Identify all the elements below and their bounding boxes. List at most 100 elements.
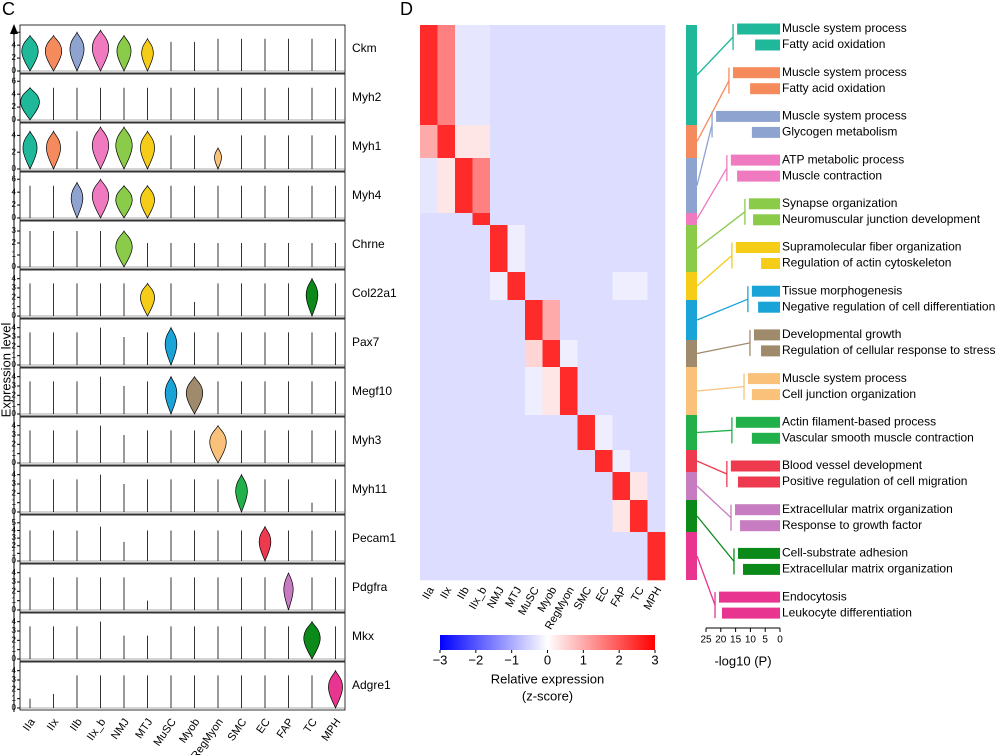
y-tick-label: 3: [12, 675, 17, 684]
gene-label: Myh4: [352, 188, 382, 202]
y-tick-label: 0: [12, 556, 17, 565]
y-tick-label: 4: [12, 274, 17, 283]
term-label: Glycogen metabolism: [782, 125, 897, 139]
heatmap-cell: [595, 125, 613, 159]
y-tick-label: 3: [12, 226, 17, 235]
heatmap-cell: [647, 225, 666, 273]
heatmap-cell: [420, 532, 438, 581]
y-tick-label: 4: [12, 666, 17, 675]
bar: [735, 416, 780, 428]
heatmap-cell: [612, 472, 631, 501]
violin: [115, 184, 133, 219]
heatmap-cell: [542, 213, 561, 226]
heatmap-cell: [542, 300, 561, 341]
bar: [737, 476, 780, 488]
y-tick-label: 2: [12, 53, 17, 62]
heatmap-cell: [525, 450, 543, 473]
heatmap-cell: [612, 532, 631, 581]
y-tick-label: 6: [12, 76, 17, 85]
heatmap-cell: [507, 500, 526, 533]
y-tick-label: 4: [12, 187, 17, 196]
heatmap-cell: [542, 415, 561, 451]
y-tick-label: 5: [12, 518, 17, 527]
heatmap-cell: [472, 472, 491, 501]
row-frame: [19, 269, 346, 319]
y-tick-label: 3: [12, 479, 17, 488]
violin: [115, 126, 133, 170]
y-tick-label: 2: [12, 147, 17, 156]
heatmap-cell: [577, 300, 596, 341]
heatmap-cell: [612, 415, 631, 451]
violin: [140, 282, 155, 317]
y-tick-label: 1: [12, 548, 17, 557]
axis-arrowhead: [10, 24, 18, 34]
gene-label: Myh3: [352, 433, 382, 447]
violin: [258, 525, 272, 563]
heatmap-cell: [420, 340, 438, 368]
y-tick-label: 2: [12, 200, 17, 209]
connector: [696, 124, 713, 186]
y-tick-label: 1: [12, 694, 17, 703]
connector: [696, 460, 728, 475]
colorbar-tick-label: 0: [544, 652, 551, 667]
y-tick-label: 3: [12, 577, 17, 586]
heatmap-cell: [525, 340, 543, 368]
term-label: Response to growth factor: [782, 518, 922, 532]
bar: [735, 242, 780, 253]
heatmap-cell: [595, 415, 613, 451]
bar: [748, 198, 780, 210]
violin: [44, 34, 63, 72]
term-label: Fatty acid oxidation: [782, 37, 885, 51]
heatmap-cell: [437, 472, 456, 501]
y-tick-label: 0: [12, 654, 17, 663]
connector: [696, 211, 746, 250]
bar: [755, 39, 780, 51]
heatmap-cell: [647, 367, 666, 416]
row-frame: [19, 122, 346, 172]
y-tick-label: 4: [12, 323, 17, 332]
violin: [116, 34, 132, 72]
y-tick-label: 2: [12, 102, 17, 111]
y-tick-label: 1: [12, 596, 17, 605]
heatmap-cell: [525, 272, 543, 301]
y-tick-label: 1: [12, 400, 17, 409]
heatmap-cell: [507, 300, 526, 341]
heatmap-cell: [560, 300, 578, 341]
y-tick-label: 4: [12, 421, 17, 430]
term-label: Synapse organization: [782, 196, 897, 210]
y-tick-label: 0: [12, 458, 17, 467]
heatmap-cell: [542, 450, 561, 473]
heatmap-cell: [560, 472, 578, 501]
heatmap-cell: [542, 340, 561, 368]
heatmap-cell: [595, 225, 613, 273]
x-tick-label: 20: [715, 635, 727, 646]
heatmap-cell: [455, 415, 473, 451]
bar: [716, 110, 780, 122]
y-tick-label: 4: [12, 568, 17, 577]
y-tick-label: 3: [12, 283, 17, 292]
heatmap-cell: [595, 472, 613, 501]
heatmap-cell: [595, 367, 613, 416]
heatmap-cell: [437, 213, 456, 226]
violin: [164, 326, 178, 367]
heatmap-cell: [577, 25, 596, 126]
heatmap-cell: [612, 450, 631, 473]
row-frame: [19, 171, 346, 221]
colorbar-tick-label: 3: [651, 652, 658, 667]
heatmap-cell: [472, 340, 491, 368]
connector: [696, 255, 733, 287]
heatmap-cell: [525, 225, 543, 273]
x-tick-label: NMJ: [109, 717, 132, 742]
heatmap-cell: [507, 225, 526, 273]
violin: [305, 277, 319, 318]
heatmap-cell: [647, 415, 666, 451]
violin: [22, 130, 38, 171]
heatmap-cell: [437, 367, 456, 416]
violin: [91, 29, 110, 72]
term-label: Actin filament-based process: [782, 414, 936, 428]
y-tick-label: 6: [12, 174, 17, 183]
y-tick-label: 0: [12, 115, 17, 124]
heatmap-cell: [437, 532, 456, 581]
heatmap-cell: [577, 472, 596, 501]
bar: [730, 154, 780, 166]
